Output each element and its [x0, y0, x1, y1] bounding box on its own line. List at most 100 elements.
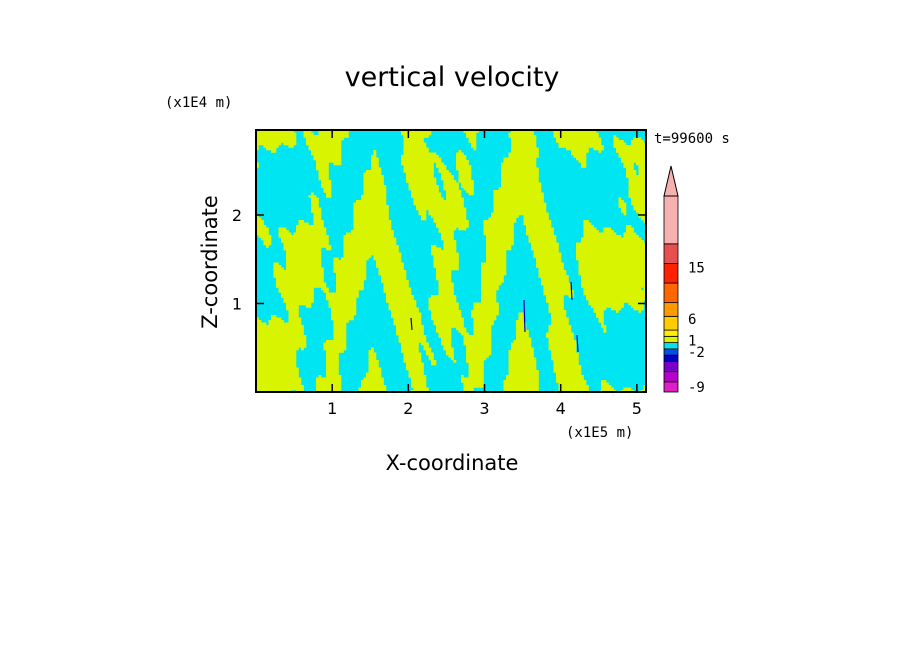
- field-band: [331, 317, 354, 321]
- field-band: [403, 352, 422, 356]
- field-band: [256, 217, 262, 221]
- field-band: [501, 167, 539, 171]
- y-tick-label: 1: [232, 294, 242, 313]
- field-band: [316, 167, 329, 171]
- field-band: [393, 322, 422, 326]
- field-band: [256, 387, 304, 391]
- field-band: [556, 377, 584, 381]
- colorbar-label: 15: [688, 260, 705, 276]
- field-band: [333, 257, 339, 261]
- field-band: [313, 222, 324, 226]
- field-band: [428, 210, 467, 213]
- field-band: [523, 220, 552, 223]
- field-band: [581, 162, 587, 166]
- field-band: [261, 237, 272, 241]
- field-band: [633, 207, 646, 211]
- colorbar-level: [663, 243, 679, 264]
- field-band: [643, 287, 646, 291]
- field-band: [376, 260, 402, 263]
- field-band: [576, 157, 587, 161]
- field-band: [516, 330, 529, 333]
- field-band: [633, 137, 642, 141]
- field-band: [313, 215, 322, 218]
- field-band: [278, 230, 289, 233]
- field-band: [346, 232, 394, 236]
- field-band: [578, 267, 646, 271]
- field-band: [333, 330, 347, 333]
- field-band: [326, 355, 339, 358]
- field-band: [343, 252, 402, 256]
- field-band: [271, 315, 277, 318]
- field-band: [286, 307, 299, 311]
- field-band: [401, 155, 439, 158]
- field-band: [481, 280, 504, 283]
- colorbar-level: [663, 354, 679, 362]
- field-band: [508, 155, 539, 158]
- field-band: [283, 300, 314, 303]
- field-band: [256, 345, 307, 348]
- field-band: [511, 347, 534, 351]
- field-band: [296, 230, 327, 233]
- field-band: [581, 275, 646, 278]
- plot-frame: [255, 129, 647, 393]
- field-band: [508, 135, 537, 138]
- field-band: [443, 245, 457, 248]
- field-band: [466, 350, 492, 353]
- field-band: [571, 152, 587, 156]
- field-band: [481, 267, 507, 271]
- field-band: [441, 337, 452, 341]
- field-band: [628, 185, 646, 188]
- field-band: [298, 222, 309, 226]
- field-band: [333, 270, 367, 273]
- field-band: [633, 307, 644, 311]
- field-band: [501, 180, 539, 183]
- field-band: [326, 192, 332, 196]
- field-band: [626, 172, 637, 176]
- field-band: [468, 370, 484, 373]
- field-band: [326, 340, 347, 343]
- field-band: [323, 347, 347, 351]
- field-band: [443, 182, 459, 186]
- field-band: [553, 360, 579, 363]
- colorbar-level: [663, 282, 679, 304]
- field-band: [318, 172, 329, 176]
- field-band: [636, 162, 646, 166]
- field-band: [403, 355, 422, 358]
- field-band: [388, 302, 417, 306]
- field-band: [491, 215, 519, 218]
- field-band: [413, 200, 464, 203]
- field-band: [256, 332, 304, 336]
- field-band: [551, 315, 567, 318]
- field-band: [508, 350, 534, 353]
- field-band: [618, 152, 646, 156]
- field-band: [351, 230, 394, 233]
- field-band: [628, 177, 646, 181]
- field-band: [493, 205, 547, 208]
- field-band: [458, 227, 467, 231]
- field-band: [623, 387, 632, 391]
- field-band: [458, 172, 472, 176]
- y-axis-label: Z-coordinate: [198, 195, 222, 329]
- field-band: [501, 175, 539, 178]
- field-band: [631, 197, 646, 201]
- field-band: [548, 325, 572, 328]
- field-band: [513, 340, 532, 343]
- field-band: [516, 322, 527, 326]
- field-band: [256, 350, 297, 353]
- field-band: [411, 190, 439, 193]
- field-band: [333, 327, 347, 331]
- field-band: [388, 307, 419, 311]
- field-band: [471, 145, 477, 148]
- field-band: [443, 247, 457, 251]
- field-band: [463, 335, 492, 338]
- field-band: [426, 350, 432, 353]
- x-tick-label: 3: [479, 399, 489, 418]
- field-band: [256, 377, 302, 381]
- field-band: [403, 167, 434, 171]
- field-band: [286, 250, 322, 253]
- field-band: [318, 375, 322, 378]
- field-band: [256, 142, 282, 146]
- field-band: [386, 292, 412, 296]
- field-band: [456, 152, 464, 156]
- field-band: [458, 177, 472, 181]
